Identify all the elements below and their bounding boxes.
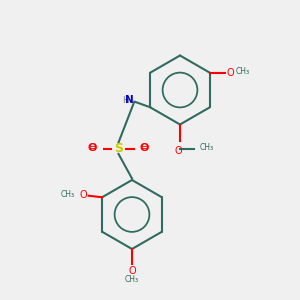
Text: CH₃: CH₃ — [200, 142, 214, 152]
Text: =: = — [140, 143, 148, 153]
Text: O: O — [80, 190, 87, 200]
Text: N: N — [125, 95, 134, 105]
Text: O: O — [175, 146, 182, 156]
Text: O: O — [88, 143, 97, 153]
Text: CH₃: CH₃ — [236, 67, 250, 76]
Text: H: H — [122, 96, 129, 105]
Text: CH₃: CH₃ — [125, 274, 139, 284]
Text: CH₃: CH₃ — [60, 190, 74, 199]
Text: =: = — [89, 143, 97, 153]
Text: O: O — [226, 68, 234, 78]
Text: O: O — [140, 143, 149, 153]
Text: O: O — [128, 266, 136, 275]
Text: S: S — [114, 142, 123, 155]
